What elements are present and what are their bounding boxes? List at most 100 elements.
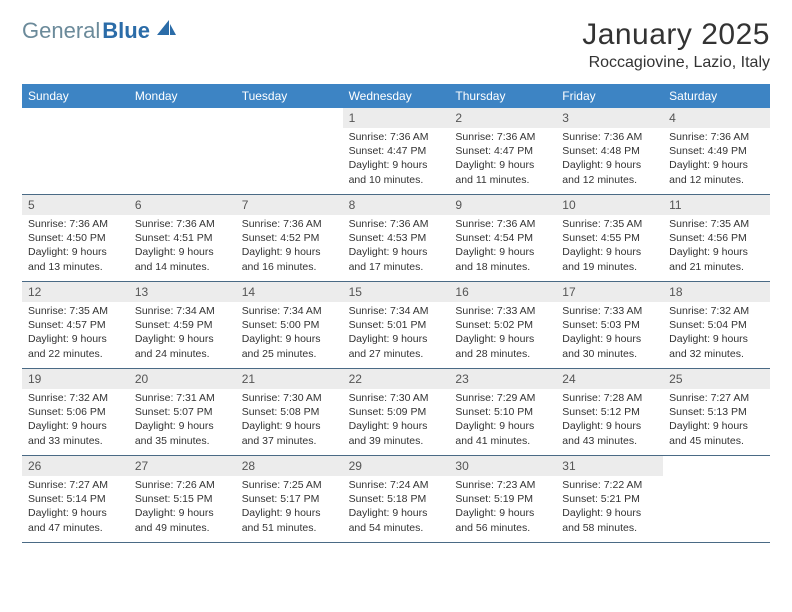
date-number: 13 xyxy=(129,282,236,302)
date-number: 12 xyxy=(22,282,129,302)
day-info: Sunrise: 7:34 AMSunset: 5:01 PMDaylight:… xyxy=(343,302,450,365)
day-cell: 24Sunrise: 7:28 AMSunset: 5:12 PMDayligh… xyxy=(556,369,663,455)
day-info: Sunrise: 7:36 AMSunset: 4:54 PMDaylight:… xyxy=(449,215,556,278)
date-number: 15 xyxy=(343,282,450,302)
day-cell xyxy=(236,108,343,194)
date-number xyxy=(236,108,343,128)
day-info: Sunrise: 7:27 AMSunset: 5:14 PMDaylight:… xyxy=(22,476,129,539)
day-cell: 26Sunrise: 7:27 AMSunset: 5:14 PMDayligh… xyxy=(22,456,129,542)
day-cell: 8Sunrise: 7:36 AMSunset: 4:53 PMDaylight… xyxy=(343,195,450,281)
weekday-fri: Friday xyxy=(556,84,663,108)
week-row: 5Sunrise: 7:36 AMSunset: 4:50 PMDaylight… xyxy=(22,195,770,282)
day-info: Sunrise: 7:36 AMSunset: 4:50 PMDaylight:… xyxy=(22,215,129,278)
day-info: Sunrise: 7:31 AMSunset: 5:07 PMDaylight:… xyxy=(129,389,236,452)
sail-icon xyxy=(154,18,178,44)
date-number xyxy=(22,108,129,128)
day-info: Sunrise: 7:22 AMSunset: 5:21 PMDaylight:… xyxy=(556,476,663,539)
day-info: Sunrise: 7:36 AMSunset: 4:49 PMDaylight:… xyxy=(663,128,770,191)
day-cell: 1Sunrise: 7:36 AMSunset: 4:47 PMDaylight… xyxy=(343,108,450,194)
day-info: Sunrise: 7:35 AMSunset: 4:56 PMDaylight:… xyxy=(663,215,770,278)
day-cell: 18Sunrise: 7:32 AMSunset: 5:04 PMDayligh… xyxy=(663,282,770,368)
day-info: Sunrise: 7:32 AMSunset: 5:06 PMDaylight:… xyxy=(22,389,129,452)
date-number: 20 xyxy=(129,369,236,389)
day-cell: 22Sunrise: 7:30 AMSunset: 5:09 PMDayligh… xyxy=(343,369,450,455)
day-cell: 16Sunrise: 7:33 AMSunset: 5:02 PMDayligh… xyxy=(449,282,556,368)
date-number: 2 xyxy=(449,108,556,128)
week-row: 12Sunrise: 7:35 AMSunset: 4:57 PMDayligh… xyxy=(22,282,770,369)
day-cell: 17Sunrise: 7:33 AMSunset: 5:03 PMDayligh… xyxy=(556,282,663,368)
calendar-grid: Sunday Monday Tuesday Wednesday Thursday… xyxy=(22,84,770,543)
day-info: Sunrise: 7:33 AMSunset: 5:02 PMDaylight:… xyxy=(449,302,556,365)
day-info: Sunrise: 7:36 AMSunset: 4:48 PMDaylight:… xyxy=(556,128,663,191)
date-number: 16 xyxy=(449,282,556,302)
weekday-thu: Thursday xyxy=(449,84,556,108)
weekday-sat: Saturday xyxy=(663,84,770,108)
weeks-container: 1Sunrise: 7:36 AMSunset: 4:47 PMDaylight… xyxy=(22,108,770,543)
day-cell: 5Sunrise: 7:36 AMSunset: 4:50 PMDaylight… xyxy=(22,195,129,281)
weekday-sun: Sunday xyxy=(22,84,129,108)
week-row: 19Sunrise: 7:32 AMSunset: 5:06 PMDayligh… xyxy=(22,369,770,456)
week-row: 1Sunrise: 7:36 AMSunset: 4:47 PMDaylight… xyxy=(22,108,770,195)
weekday-header: Sunday Monday Tuesday Wednesday Thursday… xyxy=(22,84,770,108)
header: GeneralBlue January 2025 Roccagiovine, L… xyxy=(22,18,770,72)
logo-text-2: Blue xyxy=(102,18,150,44)
day-info: Sunrise: 7:30 AMSunset: 5:09 PMDaylight:… xyxy=(343,389,450,452)
logo: GeneralBlue xyxy=(22,18,178,44)
day-info: Sunrise: 7:24 AMSunset: 5:18 PMDaylight:… xyxy=(343,476,450,539)
week-row: 26Sunrise: 7:27 AMSunset: 5:14 PMDayligh… xyxy=(22,456,770,543)
date-number xyxy=(663,456,770,476)
day-cell: 30Sunrise: 7:23 AMSunset: 5:19 PMDayligh… xyxy=(449,456,556,542)
weekday-mon: Monday xyxy=(129,84,236,108)
day-info: Sunrise: 7:36 AMSunset: 4:47 PMDaylight:… xyxy=(343,128,450,191)
day-info: Sunrise: 7:34 AMSunset: 4:59 PMDaylight:… xyxy=(129,302,236,365)
day-cell: 27Sunrise: 7:26 AMSunset: 5:15 PMDayligh… xyxy=(129,456,236,542)
day-cell: 31Sunrise: 7:22 AMSunset: 5:21 PMDayligh… xyxy=(556,456,663,542)
day-cell: 3Sunrise: 7:36 AMSunset: 4:48 PMDaylight… xyxy=(556,108,663,194)
date-number: 28 xyxy=(236,456,343,476)
day-cell: 2Sunrise: 7:36 AMSunset: 4:47 PMDaylight… xyxy=(449,108,556,194)
date-number: 5 xyxy=(22,195,129,215)
day-info: Sunrise: 7:27 AMSunset: 5:13 PMDaylight:… xyxy=(663,389,770,452)
day-cell: 13Sunrise: 7:34 AMSunset: 4:59 PMDayligh… xyxy=(129,282,236,368)
logo-text-1: General xyxy=(22,18,100,44)
day-cell xyxy=(663,456,770,542)
date-number: 7 xyxy=(236,195,343,215)
day-cell: 10Sunrise: 7:35 AMSunset: 4:55 PMDayligh… xyxy=(556,195,663,281)
date-number: 26 xyxy=(22,456,129,476)
date-number: 8 xyxy=(343,195,450,215)
title-block: January 2025 Roccagiovine, Lazio, Italy xyxy=(582,18,770,72)
date-number: 18 xyxy=(663,282,770,302)
day-info: Sunrise: 7:36 AMSunset: 4:47 PMDaylight:… xyxy=(449,128,556,191)
day-info: Sunrise: 7:36 AMSunset: 4:52 PMDaylight:… xyxy=(236,215,343,278)
day-cell: 23Sunrise: 7:29 AMSunset: 5:10 PMDayligh… xyxy=(449,369,556,455)
day-cell: 15Sunrise: 7:34 AMSunset: 5:01 PMDayligh… xyxy=(343,282,450,368)
day-cell: 29Sunrise: 7:24 AMSunset: 5:18 PMDayligh… xyxy=(343,456,450,542)
day-cell: 14Sunrise: 7:34 AMSunset: 5:00 PMDayligh… xyxy=(236,282,343,368)
day-info: Sunrise: 7:32 AMSunset: 5:04 PMDaylight:… xyxy=(663,302,770,365)
date-number: 25 xyxy=(663,369,770,389)
date-number: 6 xyxy=(129,195,236,215)
day-cell: 12Sunrise: 7:35 AMSunset: 4:57 PMDayligh… xyxy=(22,282,129,368)
day-cell: 9Sunrise: 7:36 AMSunset: 4:54 PMDaylight… xyxy=(449,195,556,281)
day-info: Sunrise: 7:36 AMSunset: 4:53 PMDaylight:… xyxy=(343,215,450,278)
date-number xyxy=(129,108,236,128)
day-info: Sunrise: 7:36 AMSunset: 4:51 PMDaylight:… xyxy=(129,215,236,278)
day-info: Sunrise: 7:34 AMSunset: 5:00 PMDaylight:… xyxy=(236,302,343,365)
weekday-wed: Wednesday xyxy=(343,84,450,108)
date-number: 14 xyxy=(236,282,343,302)
date-number: 3 xyxy=(556,108,663,128)
day-cell: 6Sunrise: 7:36 AMSunset: 4:51 PMDaylight… xyxy=(129,195,236,281)
page-subtitle: Roccagiovine, Lazio, Italy xyxy=(582,54,770,72)
day-cell: 4Sunrise: 7:36 AMSunset: 4:49 PMDaylight… xyxy=(663,108,770,194)
page-title: January 2025 xyxy=(582,18,770,52)
date-number: 19 xyxy=(22,369,129,389)
day-cell: 19Sunrise: 7:32 AMSunset: 5:06 PMDayligh… xyxy=(22,369,129,455)
day-info: Sunrise: 7:35 AMSunset: 4:55 PMDaylight:… xyxy=(556,215,663,278)
date-number: 11 xyxy=(663,195,770,215)
date-number: 9 xyxy=(449,195,556,215)
date-number: 30 xyxy=(449,456,556,476)
date-number: 10 xyxy=(556,195,663,215)
date-number: 17 xyxy=(556,282,663,302)
date-number: 29 xyxy=(343,456,450,476)
day-cell: 21Sunrise: 7:30 AMSunset: 5:08 PMDayligh… xyxy=(236,369,343,455)
